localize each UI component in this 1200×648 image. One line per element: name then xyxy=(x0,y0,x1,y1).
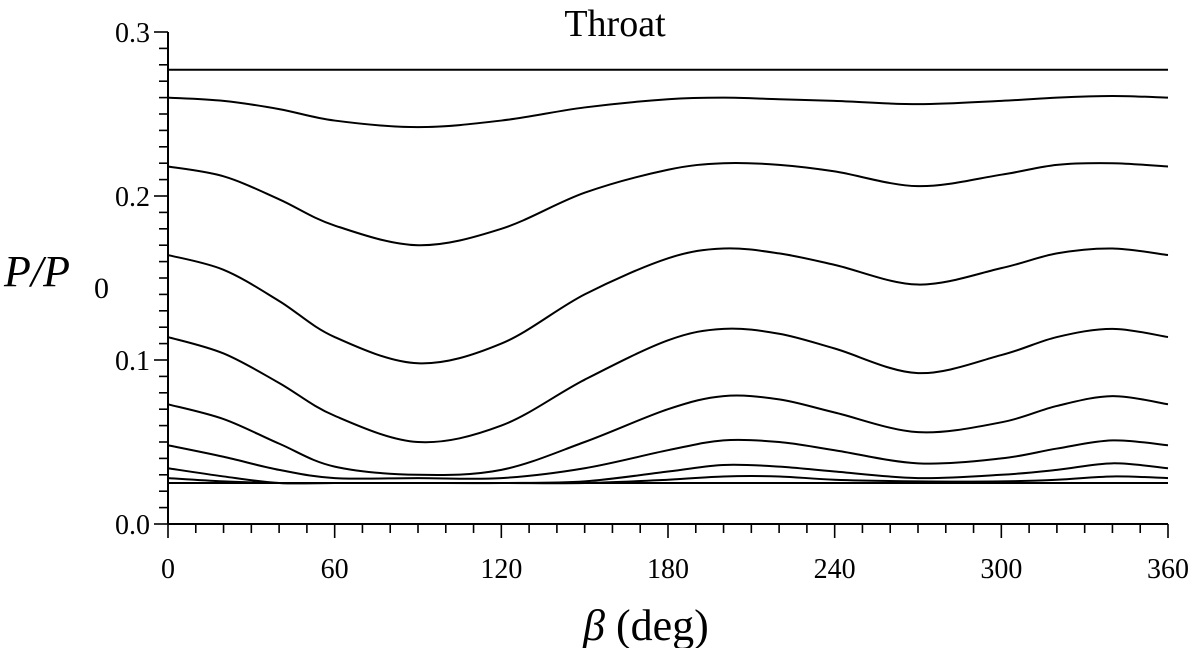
y-axis-label-text: P/P xyxy=(3,247,70,296)
x-tick-label: 0 xyxy=(161,554,175,585)
series-line-3 xyxy=(167,161,1169,247)
series-line-6 xyxy=(167,394,1169,477)
x-tick-label: 120 xyxy=(480,554,522,585)
x-tick-label: 60 xyxy=(321,554,349,585)
plot-area: 0.0 0.1 0.2 0.3 0 60 120 180 240 300 360 xyxy=(115,18,1189,585)
x-tick-label: 360 xyxy=(1147,554,1189,585)
x-axis-label: β (deg) xyxy=(582,601,709,648)
y-tick-label: 0.1 xyxy=(115,346,150,377)
series-line-7 xyxy=(167,438,1169,480)
x-tick-label: 240 xyxy=(814,554,856,585)
x-tick-label: 180 xyxy=(647,554,689,585)
y-tick-label: 0.0 xyxy=(115,510,150,541)
x-axis-label-unit: (deg) xyxy=(616,601,709,648)
y-axis-label: P/P 0 xyxy=(3,247,109,305)
series-line-4 xyxy=(167,247,1169,365)
series-line-2 xyxy=(167,94,1169,129)
y-axis-label-subscript: 0 xyxy=(94,272,109,305)
x-axis-label-symbol: β xyxy=(582,601,605,648)
y-tick-label: 0.3 xyxy=(115,18,150,49)
y-tick-label: 0.2 xyxy=(115,182,150,213)
x-tick-label: 300 xyxy=(980,554,1022,585)
series-line-5 xyxy=(167,327,1169,444)
chart-title: Throat xyxy=(564,3,666,45)
